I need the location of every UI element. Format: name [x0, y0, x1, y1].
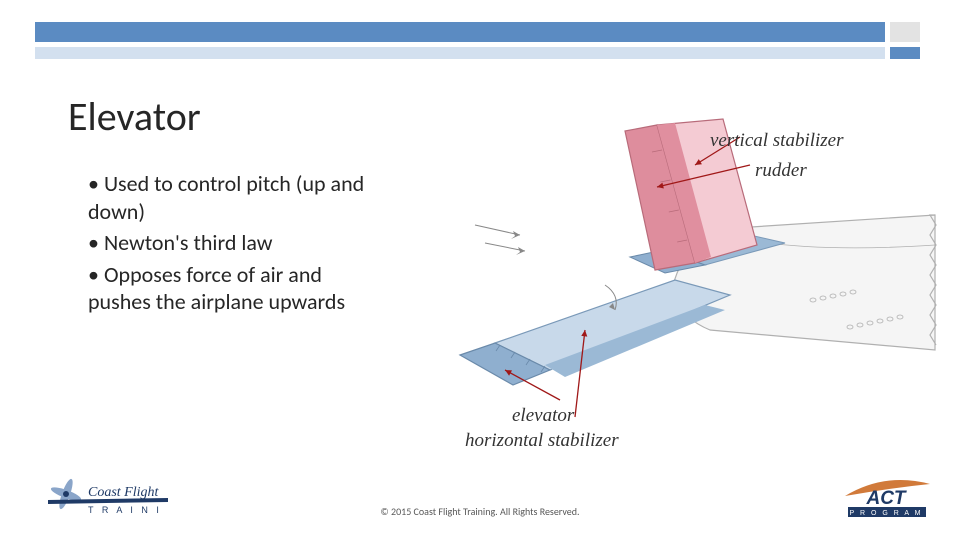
- list-item: • Newton's third law: [88, 229, 378, 257]
- tail-diagram: vertical stabilizer rudder elevator hori…: [405, 95, 940, 435]
- list-item: • Opposes force of air and pushes the ai…: [88, 261, 378, 316]
- logo-left-name: Coast Flight: [88, 485, 160, 500]
- header-bar-2: [35, 47, 920, 59]
- label-vertical-stabilizer: vertical stabilizer: [710, 130, 844, 152]
- bullet-text: Newton's third law: [104, 229, 273, 256]
- page-title: Elevator: [68, 92, 201, 141]
- bullet-list: • Used to control pitch (up and down) • …: [88, 170, 378, 320]
- slide: Elevator • Used to control pitch (up and…: [0, 0, 960, 540]
- header-bar-1-accent: [890, 22, 920, 42]
- header-bar-1-main: [35, 22, 885, 42]
- bullet-text: Opposes force of air and pushes the airp…: [88, 261, 345, 316]
- logo-right-tagline: P R O G R A M: [850, 510, 923, 517]
- bullet-text: Used to control pitch (up and down): [88, 170, 364, 225]
- logo-left-tagline: T R A I N I N G: [88, 505, 168, 515]
- label-horizontal-stabilizer: horizontal stabilizer: [465, 430, 619, 452]
- header-bar-2-accent: [890, 47, 920, 59]
- label-rudder: rudder: [755, 160, 807, 182]
- act-program-logo: ACT P R O G R A M: [840, 474, 935, 522]
- label-elevator: elevator: [512, 405, 574, 427]
- coast-flight-logo: Coast Flight T R A I N I N G: [48, 476, 168, 518]
- header-bar-2-main: [35, 47, 885, 59]
- header-bar-1: [35, 22, 920, 42]
- logo-right-name: ACT: [865, 488, 906, 509]
- tail-diagram-svg: [405, 95, 940, 435]
- list-item: • Used to control pitch (up and down): [88, 170, 378, 225]
- propeller-icon: [50, 478, 83, 511]
